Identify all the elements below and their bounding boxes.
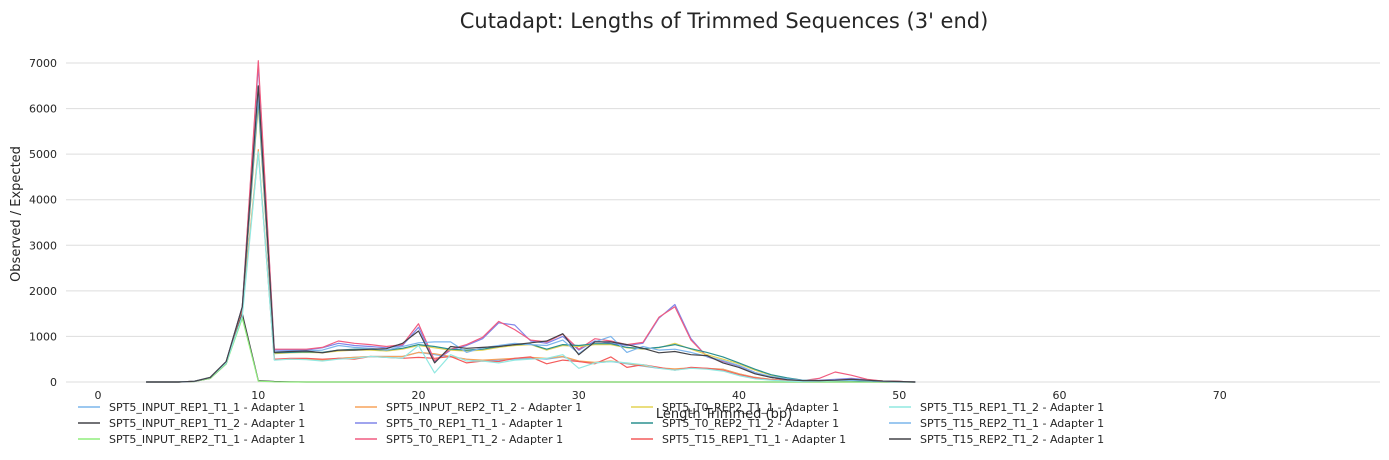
legend-label-8: SPT5_T0_REP2_T1_2 - Adapter 1	[662, 417, 839, 430]
chart-title: Cutadapt: Lengths of Trimmed Sequences (…	[460, 9, 989, 33]
x-tick-label-4: 40	[732, 389, 746, 402]
y-tick-label-5: 5000	[29, 148, 57, 161]
legend-label-11: SPT5_T15_REP2_T1_1 - Adapter 1	[920, 417, 1104, 430]
legend-item-9[interactable]: SPT5_T15_REP1_T1_1 - Adapter 1	[631, 433, 846, 446]
y-axis-label: Observed / Expected	[9, 146, 24, 282]
legend-item-3[interactable]: SPT5_INPUT_REP2_T1_1 - Adapter 1	[78, 433, 305, 446]
legend-label-12: SPT5_T15_REP2_T1_2 - Adapter 1	[920, 433, 1104, 446]
y-tick-label-3: 3000	[29, 239, 57, 252]
x-tick-label-3: 30	[572, 389, 586, 402]
y-tick-label-2: 2000	[29, 285, 57, 298]
legend-label-4: SPT5_INPUT_REP2_T1_2 - Adapter 1	[386, 401, 582, 414]
legend-label-3: SPT5_INPUT_REP2_T1_1 - Adapter 1	[109, 433, 305, 446]
legend-item-6[interactable]: SPT5_T0_REP1_T1_2 - Adapter 1	[355, 433, 563, 446]
y-tick-label-7: 7000	[29, 57, 57, 70]
series-line-4	[146, 149, 916, 383]
x-tick-label-2: 20	[412, 389, 426, 402]
legend-item-1[interactable]: SPT5_INPUT_REP1_T1_1 - Adapter 1	[78, 401, 305, 414]
legend-item-12[interactable]: SPT5_T15_REP2_T1_2 - Adapter 1	[889, 433, 1104, 446]
legend-label-2: SPT5_INPUT_REP1_T1_2 - Adapter 1	[109, 417, 305, 430]
legend: SPT5_INPUT_REP1_T1_1 - Adapter 1 SPT5_INP…	[78, 401, 1104, 446]
series-line-3	[146, 317, 916, 383]
legend-item-10[interactable]: SPT5_T15_REP1_T1_2 - Adapter 1	[889, 401, 1104, 414]
x-tick-label-5: 50	[892, 389, 906, 402]
legend-item-11[interactable]: SPT5_T15_REP2_T1_1 - Adapter 1	[889, 417, 1104, 430]
legend-label-6: SPT5_T0_REP1_T1_2 - Adapter 1	[386, 433, 563, 446]
legend-label-1: SPT5_INPUT_REP1_T1_1 - Adapter 1	[109, 401, 305, 414]
x-tick-label-1: 10	[251, 389, 265, 402]
legend-item-8[interactable]: SPT5_T0_REP2_T1_2 - Adapter 1	[631, 417, 839, 430]
legend-item-7[interactable]: SPT5_T0_REP2_T1_1 - Adapter 1	[631, 401, 839, 414]
series-line-12	[146, 85, 916, 383]
y-tick-label-0: 0	[50, 376, 57, 389]
legend-item-5[interactable]: SPT5_T0_REP1_T1_1 - Adapter 1	[355, 417, 563, 430]
series-line-2	[146, 313, 916, 383]
y-tick-label-6: 6000	[29, 103, 57, 116]
legend-item-2[interactable]: SPT5_INPUT_REP1_T1_2 - Adapter 1	[78, 417, 305, 430]
grid	[66, 62, 1380, 383]
legend-label-7: SPT5_T0_REP2_T1_1 - Adapter 1	[662, 401, 839, 414]
x-tick-label-7: 70	[1213, 389, 1227, 402]
legend-label-5: SPT5_T0_REP1_T1_1 - Adapter 1	[386, 417, 563, 430]
x-tick-label-6: 60	[1053, 389, 1067, 402]
plot-area	[146, 60, 916, 383]
legend-label-9: SPT5_T15_REP1_T1_1 - Adapter 1	[662, 433, 846, 446]
x-axis-label: Length Trimmed (bp)	[656, 407, 792, 422]
y-tick-label-4: 4000	[29, 194, 57, 207]
legend-item-4[interactable]: SPT5_INPUT_REP2_T1_2 - Adapter 1	[355, 401, 582, 414]
x-tick-label-0: 0	[95, 389, 102, 402]
legend-label-10: SPT5_T15_REP1_T1_2 - Adapter 1	[920, 401, 1104, 414]
y-tick-label-1: 1000	[29, 330, 57, 343]
series-line-10	[146, 151, 916, 383]
axis-ticks: 0 1000 2000 3000 4000 5000 6000 7000 0 10 20 30 40 50…	[29, 57, 1227, 402]
